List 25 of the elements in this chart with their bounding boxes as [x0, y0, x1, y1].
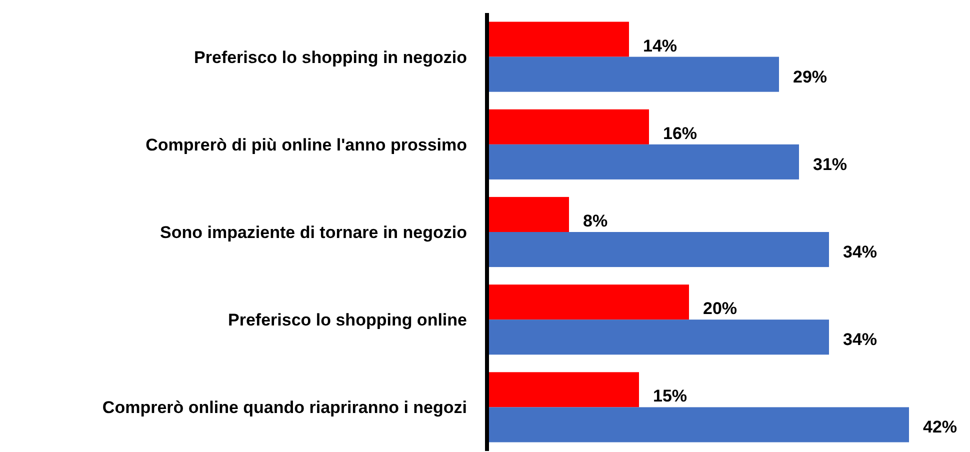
bar [489, 284, 689, 320]
data-label: 42% [923, 418, 958, 437]
data-label: 34% [843, 330, 878, 350]
data-label: 8% [583, 211, 608, 230]
bar [489, 144, 799, 180]
y-tick-label: Preferisco lo shopping in negozio [194, 48, 467, 67]
y-tick-label: Sono impaziente di tornare in negozio [160, 223, 467, 242]
bar [489, 109, 649, 144]
data-label: 20% [703, 299, 738, 318]
data-label: 29% [793, 67, 828, 86]
y-tick-label: Comprerò online quando riapriranno i negozi [102, 398, 467, 418]
data-label: 16% [663, 124, 698, 143]
bar [489, 407, 909, 442]
data-label: 31% [813, 154, 848, 174]
y-tick-label: Comprerò di più online l'anno prossimo [146, 135, 467, 154]
bar [489, 22, 629, 57]
bar [489, 196, 569, 232]
data-label: 34% [843, 242, 878, 262]
bar [489, 372, 639, 408]
bar [489, 320, 829, 355]
data-label: 15% [653, 386, 688, 406]
data-label: 14% [643, 36, 678, 56]
y-tick-label: Preferisco lo shopping online [228, 310, 467, 330]
bar [489, 232, 829, 268]
bar [489, 56, 779, 92]
